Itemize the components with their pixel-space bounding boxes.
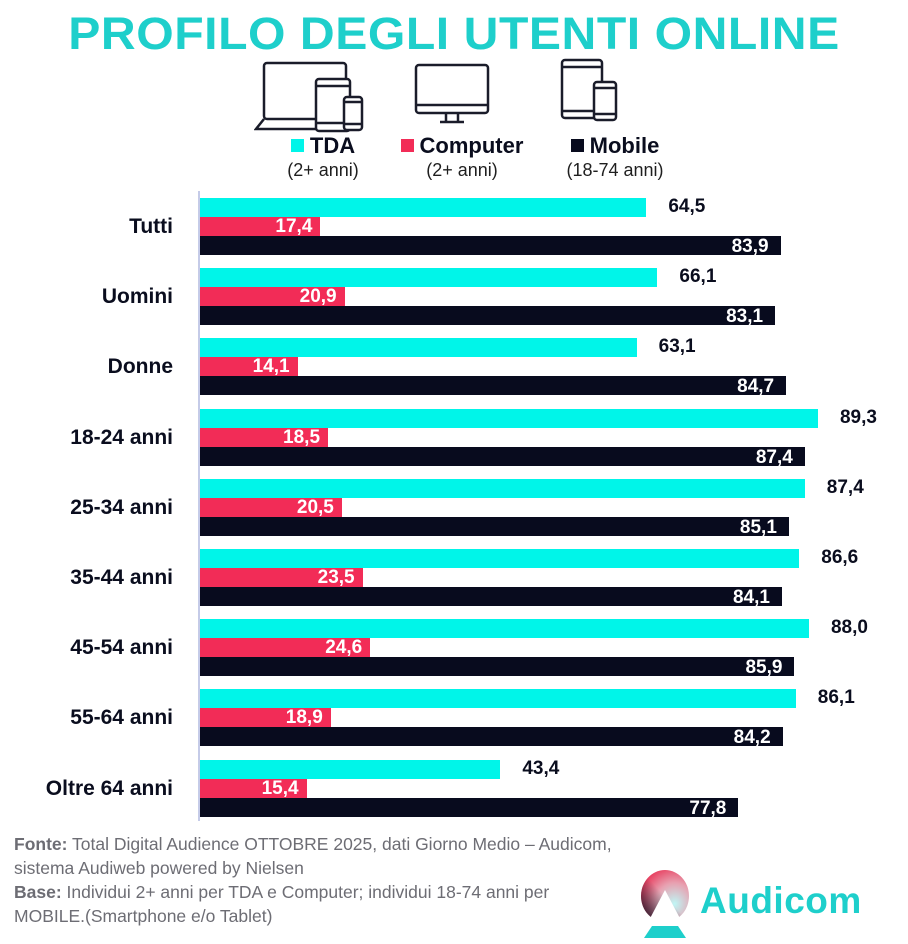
bar-group: 25-34 anni 87,4 20,5 85,1 (0, 477, 908, 538)
value-label-computer: 23,5 (317, 567, 355, 588)
bar-group: Donne 63,1 14,1 84,7 (0, 336, 908, 398)
source-note: Fonte: Total Digital Audience OTTOBRE 20… (14, 834, 612, 926)
bar-tda: 43,4 (200, 758, 559, 779)
audicom-logo-icon (641, 870, 689, 938)
bar-mobile: 87,4 (200, 446, 805, 468)
bar-tda: 66,1 (200, 266, 716, 288)
category-label: 45-54 anni (70, 636, 173, 660)
bar-mobile: 84,1 (200, 587, 782, 608)
value-label-tda: 87,4 (826, 476, 864, 498)
value-label-tda: 86,6 (821, 547, 859, 568)
bar-mobile: 84,2 (200, 727, 783, 749)
value-label-mobile: 84,2 (733, 727, 771, 749)
value-label-tda: 43,4 (522, 757, 560, 779)
category-label: 55-64 anni (70, 706, 173, 730)
bar-computer: 18,9 (200, 707, 331, 729)
bar-group: 18-24 anni 89,3 18,5 87,4 (0, 407, 908, 468)
audicom-logo: Audicom (638, 870, 878, 938)
bar-tda: 86,1 (200, 687, 855, 709)
value-label-tda: 63,1 (658, 336, 696, 358)
legend-item-tda: TDA (2+ anni) (287, 133, 359, 180)
bar-group: 55-64 anni 86,1 18,9 84,2 (0, 687, 908, 749)
category-label: 18-24 anni (70, 425, 173, 449)
legend: TDA (2+ anni) Computer (2+ anni) Mobile … (0, 133, 908, 185)
bar-mobile: 83,1 (200, 306, 776, 328)
value-label-computer: 15,4 (261, 777, 299, 799)
bar-computer: 20,5 (200, 496, 342, 518)
value-label-mobile: 85,1 (739, 516, 777, 538)
desktop-computer-icon (414, 63, 490, 124)
value-label-computer: 20,9 (299, 286, 337, 308)
chart-title: PROFILO DEGLI UTENTI ONLINE (68, 8, 840, 59)
bar-tda: 63,1 (200, 336, 696, 358)
bar-computer: 15,4 (200, 777, 307, 799)
device-icons (0, 58, 908, 133)
category-label: Donne (107, 355, 173, 379)
category-label: Uomini (101, 285, 173, 309)
value-label-tda: 88,0 (830, 617, 868, 639)
category-label: Tutti (129, 215, 173, 238)
bar-mobile: 83,9 (200, 236, 781, 257)
bar-computer: 18,5 (200, 426, 329, 448)
bar-computer: 17,4 (200, 216, 321, 237)
value-label-computer: 20,5 (296, 496, 334, 518)
bar-mobile: 85,1 (200, 516, 789, 538)
bar-computer: 14,1 (200, 356, 298, 378)
tablet-smartphone-icon (560, 58, 618, 122)
value-label-computer: 24,6 (325, 637, 363, 659)
value-label-mobile: 85,9 (745, 657, 783, 679)
value-label-computer: 17,4 (275, 216, 313, 237)
value-label-computer: 14,1 (252, 356, 290, 378)
category-label: Oltre 64 anni (45, 776, 173, 800)
value-label-mobile: 84,1 (732, 587, 770, 608)
value-label-mobile: 83,1 (726, 306, 764, 328)
bar-tda: 87,4 (200, 477, 864, 498)
multi-device-icon (254, 61, 364, 133)
value-label-tda: 89,3 (839, 406, 877, 428)
bar-group: Tutti 64,5 17,4 83,9 (0, 196, 908, 257)
legend-item-computer: Computer (2+ anni) (392, 133, 532, 181)
bar-tda: 89,3 (200, 407, 877, 428)
bar-tda: 86,6 (200, 547, 858, 568)
category-label: 25-34 anni (70, 495, 173, 519)
bar-tda: 88,0 (200, 617, 868, 639)
bar-group: Uomini 66,1 20,9 83,1 (0, 266, 908, 328)
legend-swatch-tda (290, 139, 304, 152)
category-label: 35-44 anni (70, 566, 173, 589)
bar-group: 35-44 anni 86,6 23,5 84,1 (0, 547, 908, 608)
value-label-mobile: 84,7 (737, 376, 775, 398)
bar-group: 45-54 anni 88,0 24,6 85,9 (0, 617, 908, 679)
bar-computer: 20,9 (200, 286, 345, 308)
bar-mobile: 77,8 (200, 797, 739, 819)
bar-tda: 64,5 (200, 196, 705, 217)
bar-mobile: 85,9 (200, 657, 795, 679)
value-label-mobile: 87,4 (755, 446, 793, 468)
y-axis-line (198, 191, 200, 821)
value-label-mobile: 77,8 (689, 797, 727, 819)
legend-swatch-mobile (570, 139, 584, 152)
value-label-mobile: 83,9 (731, 236, 769, 257)
legend-item-mobile: Mobile (18-74 anni) (566, 133, 664, 180)
bar-group: Oltre 64 anni 43,4 15,4 77,8 (0, 758, 908, 819)
bar-computer: 24,6 (200, 637, 371, 659)
legend-swatch-computer (400, 139, 414, 152)
value-label-tda: 64,5 (668, 196, 706, 217)
bar-computer: 23,5 (200, 568, 363, 587)
value-label-computer: 18,9 (285, 707, 323, 729)
value-label-computer: 18,5 (283, 426, 321, 448)
bar-mobile: 84,7 (200, 376, 787, 398)
value-label-tda: 66,1 (679, 266, 717, 288)
value-label-tda: 86,1 (817, 687, 855, 709)
